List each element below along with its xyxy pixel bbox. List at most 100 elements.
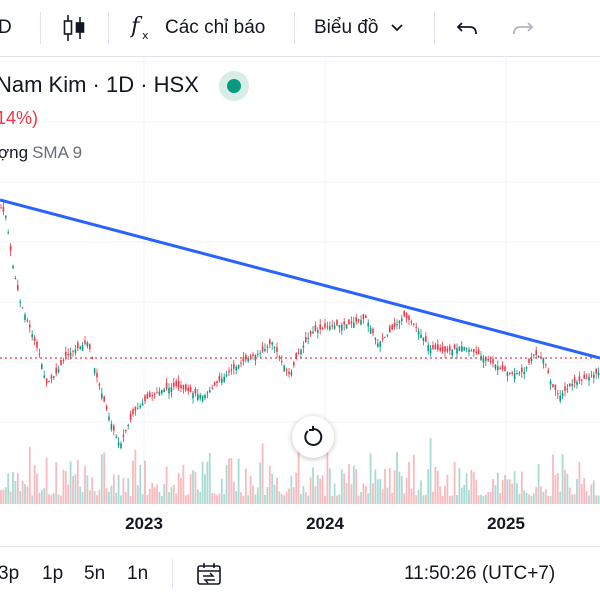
chart-type-button[interactable]: Biểu đồ — [314, 0, 404, 56]
volume-bar — [566, 473, 569, 504]
range-1n[interactable]: 1n — [127, 563, 149, 584]
candle-body — [331, 325, 333, 327]
candle-body — [377, 343, 379, 347]
volume-bar — [535, 487, 538, 504]
candle-body — [60, 359, 62, 365]
candle-body — [494, 364, 497, 369]
status-dot — [227, 79, 241, 93]
candle-body — [307, 337, 309, 339]
candle-body — [175, 381, 177, 387]
volume-bar — [242, 495, 245, 504]
candle-body — [297, 352, 300, 354]
candle-body — [417, 330, 420, 335]
redo-button[interactable] — [510, 0, 534, 56]
candle-body — [225, 374, 228, 377]
candle-body — [561, 393, 564, 396]
candle-body — [127, 425, 129, 427]
candle-body — [113, 425, 115, 431]
chevron-down-icon — [391, 24, 404, 32]
interval-button[interactable]: D — [0, 0, 12, 56]
candle-body — [446, 348, 449, 352]
candle-body — [216, 381, 218, 383]
candle-body — [117, 442, 120, 446]
reset-chart-button[interactable] — [292, 416, 334, 458]
volume-bar — [412, 454, 415, 504]
volume-bar — [72, 476, 74, 504]
range-5n[interactable]: 5n — [84, 563, 106, 584]
candle-body — [545, 364, 547, 366]
candle-body — [547, 370, 549, 373]
volume-bar — [484, 494, 487, 504]
volume-bar — [499, 493, 502, 504]
candle-body — [153, 393, 156, 395]
volume-bar — [204, 474, 206, 504]
volume-bar — [489, 491, 492, 504]
candle-body — [564, 386, 566, 391]
volume-bar — [597, 495, 600, 504]
candle-body — [593, 374, 595, 379]
candle-body — [269, 339, 271, 345]
candle-body — [338, 325, 341, 328]
volume-bar — [307, 495, 310, 504]
candle-body — [557, 393, 559, 395]
candle-body — [492, 358, 494, 364]
volume-bar — [28, 446, 31, 504]
date-range-button[interactable] — [196, 547, 222, 601]
candle-body — [396, 324, 398, 326]
candle-body — [189, 387, 192, 393]
undo-icon — [456, 22, 477, 35]
bottom-divider — [172, 559, 173, 589]
volume-bar — [254, 494, 257, 504]
candle-body — [458, 346, 461, 351]
volume-bar — [127, 478, 130, 504]
volume-bar — [117, 475, 120, 504]
volume-bar — [573, 494, 576, 504]
volume-bar — [273, 484, 276, 504]
volume-bar — [352, 465, 355, 504]
volume-bar — [225, 465, 228, 504]
candle-body — [187, 387, 189, 392]
volume-bar — [50, 494, 53, 504]
volume-bar — [331, 495, 334, 504]
volume-bar — [290, 475, 293, 504]
volume-bar — [465, 473, 468, 504]
range-1p[interactable]: 1p — [42, 563, 64, 584]
volume-bar — [55, 462, 58, 504]
candle-body — [36, 341, 38, 348]
candle-body — [449, 345, 451, 351]
volume-bar — [105, 487, 108, 504]
volume-bar — [201, 461, 204, 504]
candle-body — [489, 360, 492, 362]
candle-body — [151, 395, 153, 397]
range-3p[interactable]: 3p — [0, 563, 20, 584]
candle-body — [283, 365, 285, 372]
candle-body — [86, 342, 89, 347]
volume-bar — [340, 469, 343, 504]
candle-body — [516, 373, 518, 375]
undo-button[interactable] — [456, 0, 480, 56]
candle-body — [300, 349, 302, 355]
volume-bar — [302, 485, 305, 504]
volume-bar — [424, 494, 427, 504]
candle-body — [552, 384, 554, 388]
volume-bar — [134, 449, 137, 504]
candle-body — [533, 354, 535, 356]
volume-bar — [492, 478, 494, 504]
volume-bar — [211, 493, 214, 504]
chart-style-button[interactable] — [62, 0, 86, 56]
volume-bar — [103, 452, 106, 504]
candle-body — [2, 206, 5, 212]
volume-bar — [480, 494, 482, 504]
candle-body — [235, 366, 237, 371]
volume-bar — [0, 490, 2, 504]
volume-bar — [93, 491, 96, 504]
top-toolbar: D f x Các chỉ báo Biểu đồ — [0, 0, 600, 57]
candle-body — [437, 344, 439, 350]
candle-body — [240, 362, 242, 364]
volume-bar — [422, 495, 425, 504]
indicators-button[interactable]: f x Các chỉ báo — [130, 0, 265, 56]
volume-bar — [561, 454, 564, 504]
candle-body — [245, 355, 247, 360]
volume-bar — [213, 493, 216, 504]
x-tick-label: 2024 — [306, 514, 344, 533]
